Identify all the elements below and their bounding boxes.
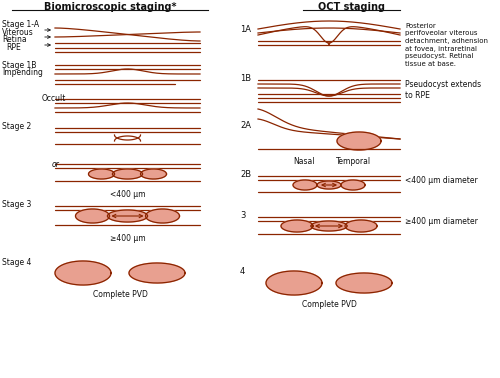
Text: Complete PVD: Complete PVD xyxy=(302,300,356,309)
Polygon shape xyxy=(311,221,347,231)
Polygon shape xyxy=(129,263,185,283)
Text: Stage 1-A: Stage 1-A xyxy=(2,20,39,29)
Polygon shape xyxy=(112,169,142,179)
Polygon shape xyxy=(341,180,365,190)
Text: Stage 1B: Stage 1B xyxy=(2,61,36,70)
Polygon shape xyxy=(140,169,166,179)
Text: Posterior
perifoveolar viterous
detachment, adhension
at fovea, intraretinal
pse: Posterior perifoveolar viterous detachme… xyxy=(405,23,488,67)
Polygon shape xyxy=(317,181,341,189)
Text: Impending: Impending xyxy=(2,68,43,77)
Text: 3: 3 xyxy=(240,211,246,220)
Polygon shape xyxy=(266,271,322,295)
Polygon shape xyxy=(108,210,148,222)
Text: RPE: RPE xyxy=(6,43,21,52)
Text: Stage 2: Stage 2 xyxy=(2,122,31,131)
Text: 2A: 2A xyxy=(240,121,251,130)
Text: 2B: 2B xyxy=(240,170,251,179)
Text: or: or xyxy=(52,160,60,169)
Text: Stage 4: Stage 4 xyxy=(2,258,32,267)
Text: OCT staging: OCT staging xyxy=(318,2,386,12)
Text: Retina: Retina xyxy=(2,35,26,44)
Polygon shape xyxy=(336,273,392,293)
Text: 1B: 1B xyxy=(240,74,251,83)
Text: Stage 3: Stage 3 xyxy=(2,200,32,209)
Polygon shape xyxy=(146,209,180,223)
Polygon shape xyxy=(88,169,115,179)
Text: Nasal: Nasal xyxy=(293,157,315,166)
Text: Pseudocyst extends
to RPE: Pseudocyst extends to RPE xyxy=(405,80,481,100)
Polygon shape xyxy=(76,209,110,223)
Polygon shape xyxy=(281,220,313,232)
Text: ≥400 μm: ≥400 μm xyxy=(110,234,146,243)
Text: 1A: 1A xyxy=(240,25,251,34)
Text: Occult: Occult xyxy=(42,94,66,103)
Text: Complete PVD: Complete PVD xyxy=(92,290,148,299)
Polygon shape xyxy=(55,261,111,285)
Text: ≥400 μm diameter: ≥400 μm diameter xyxy=(405,217,478,226)
Text: <400 μm diameter: <400 μm diameter xyxy=(405,176,478,185)
Text: Viterous: Viterous xyxy=(2,28,34,37)
Polygon shape xyxy=(337,132,381,150)
Polygon shape xyxy=(293,180,317,190)
Polygon shape xyxy=(345,220,377,232)
Text: <400 μm: <400 μm xyxy=(110,190,145,199)
Text: 4: 4 xyxy=(240,267,245,276)
Text: Biomicroscopic staging*: Biomicroscopic staging* xyxy=(44,2,176,12)
Text: Temporal: Temporal xyxy=(336,157,372,166)
